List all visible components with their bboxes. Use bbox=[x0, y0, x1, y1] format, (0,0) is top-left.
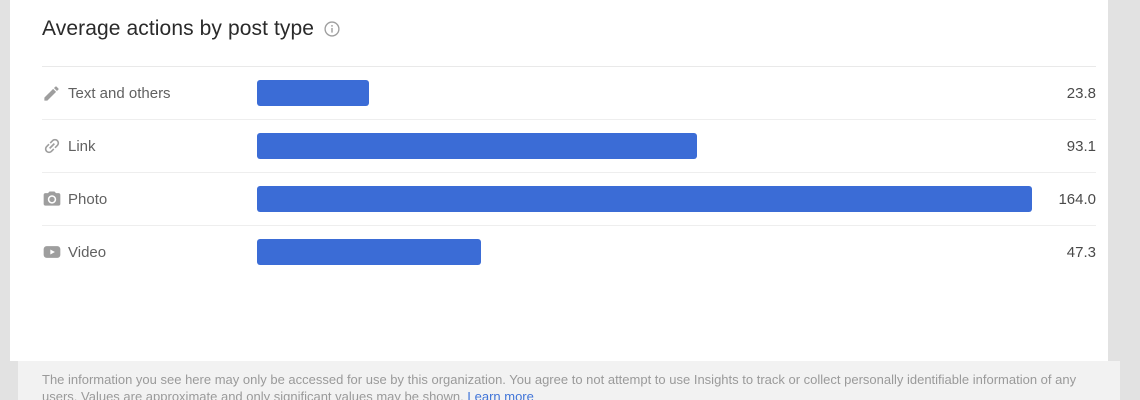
info-icon[interactable] bbox=[323, 20, 341, 38]
chart-row: Video 47.3 bbox=[42, 226, 1096, 278]
card-header: Average actions by post type bbox=[42, 0, 1096, 67]
chart-rows: Text and others 23.8 Link 93.1 Photo 164… bbox=[42, 67, 1096, 278]
bar-track bbox=[257, 186, 1032, 212]
camera-icon bbox=[42, 189, 68, 209]
learn-more-link[interactable]: Learn more bbox=[467, 389, 534, 400]
bar bbox=[257, 186, 1032, 212]
row-value: 23.8 bbox=[1066, 84, 1096, 102]
video-icon bbox=[42, 242, 68, 262]
chart-row: Photo 164.0 bbox=[42, 173, 1096, 226]
chart-row: Link 93.1 bbox=[42, 120, 1096, 173]
bar bbox=[257, 133, 697, 159]
row-label: Video bbox=[68, 243, 107, 261]
link-icon bbox=[42, 136, 68, 156]
row-value: 47.3 bbox=[1066, 243, 1096, 261]
pencil-icon bbox=[42, 84, 68, 103]
row-value: 93.1 bbox=[1066, 137, 1096, 155]
bar-track bbox=[257, 80, 1032, 106]
insights-card: Average actions by post type Text and ot… bbox=[10, 0, 1108, 361]
bar bbox=[257, 80, 370, 106]
footer-disclaimer: The information you see here may only be… bbox=[18, 361, 1120, 400]
bar bbox=[257, 239, 481, 265]
chart-row: Text and others 23.8 bbox=[42, 67, 1096, 120]
footer-text: The information you see here may only be… bbox=[42, 372, 1077, 400]
row-label: Text and others bbox=[68, 84, 171, 102]
row-value: 164.0 bbox=[1058, 190, 1096, 208]
chart-title: Average actions by post type bbox=[42, 16, 315, 40]
row-label: Link bbox=[68, 137, 96, 155]
row-label: Photo bbox=[68, 190, 108, 208]
bar-track bbox=[257, 133, 1032, 159]
bar-track bbox=[257, 239, 1032, 265]
